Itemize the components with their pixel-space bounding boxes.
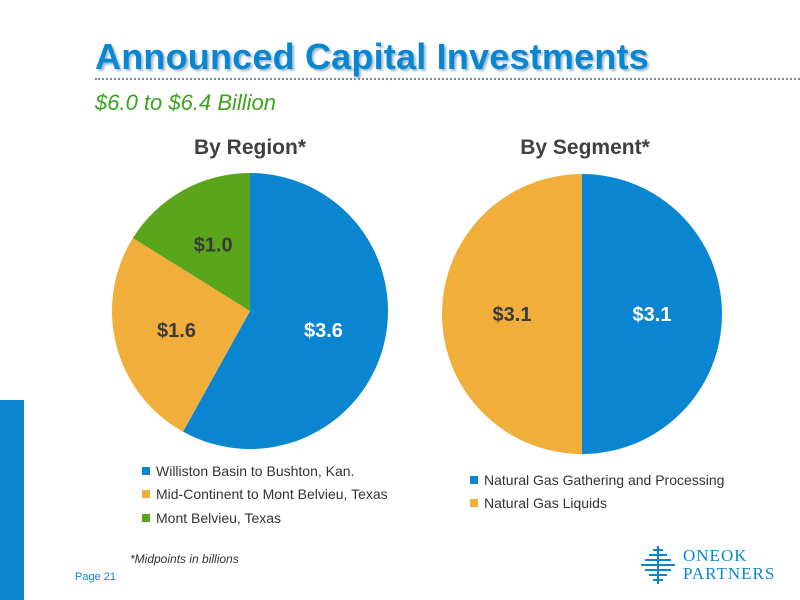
segment-legend-label-1: Natural Gas Liquids bbox=[484, 495, 607, 512]
footnote: *Midpoints in billions bbox=[130, 552, 239, 566]
region-legend-item-1: Mid-Continent to Mont Belvieu, Texas bbox=[142, 483, 388, 507]
region-legend-label-1: Mid-Continent to Mont Belvieu, Texas bbox=[156, 486, 388, 503]
region-slice-label-2: $1.0 bbox=[194, 235, 233, 257]
slide-title: Announced Capital Investments bbox=[95, 36, 649, 77]
region-slice-2 bbox=[132, 173, 250, 311]
segment-legend-item-0: Natural Gas Gathering and Processing bbox=[470, 468, 724, 492]
region-legend-item-2: Mont Belvieu, Texas bbox=[142, 506, 388, 530]
oneok-partners-logo: ONEOK PARTNERS bbox=[639, 545, 774, 585]
segment-legend-swatch-0 bbox=[470, 475, 478, 484]
title-divider bbox=[95, 78, 800, 80]
slide-subtitle: $6.0 to $6.4 Billion bbox=[95, 90, 277, 115]
segment-slice-1 bbox=[442, 174, 582, 454]
segment-legend-item-1: Natural Gas Liquids bbox=[470, 492, 724, 516]
region-legend-label-0: Williston Basin to Bushton, Kan. bbox=[156, 462, 355, 479]
segment-slice-0 bbox=[582, 174, 722, 454]
region-pie-chart: $3.6 $1.6 $1.0 bbox=[111, 173, 389, 449]
region-chart-title: By Region* bbox=[193, 136, 306, 159]
logo-line-1: ONEOK bbox=[683, 546, 748, 565]
region-legend-swatch-0 bbox=[142, 466, 150, 475]
left-accent-bar bbox=[0, 400, 24, 600]
logo-line-2: PARTNERS bbox=[683, 564, 776, 583]
segment-legend-swatch-1 bbox=[470, 499, 478, 508]
segment-chart-title: By Segment* bbox=[520, 136, 650, 159]
region-slice-0 bbox=[183, 173, 389, 449]
region-slice-label-0: $3.6 bbox=[304, 320, 343, 342]
region-legend-swatch-2 bbox=[142, 513, 150, 522]
segment-legend-label-0: Natural Gas Gathering and Processing bbox=[484, 471, 725, 488]
page-number: Page 21 bbox=[75, 571, 116, 583]
region-legend-label-2: Mont Belvieu, Texas bbox=[156, 509, 282, 526]
region-legend-item-0: Williston Basin to Bushton, Kan. bbox=[142, 459, 388, 483]
segment-slice-label-1: $3.1 bbox=[493, 304, 532, 326]
segment-pie-chart: $3.1 $3.1 bbox=[442, 174, 722, 454]
oneok-logo-icon bbox=[641, 546, 675, 584]
region-legend: Williston Basin to Bushton, Kan. Mid-Cont… bbox=[142, 459, 388, 530]
region-legend-swatch-1 bbox=[142, 490, 150, 499]
segment-legend: Natural Gas Gathering and Processing Natu… bbox=[470, 468, 724, 515]
segment-slice-label-0: $3.1 bbox=[633, 304, 672, 326]
region-slice-label-1: $1.6 bbox=[157, 320, 196, 342]
region-slice-1 bbox=[111, 238, 250, 432]
